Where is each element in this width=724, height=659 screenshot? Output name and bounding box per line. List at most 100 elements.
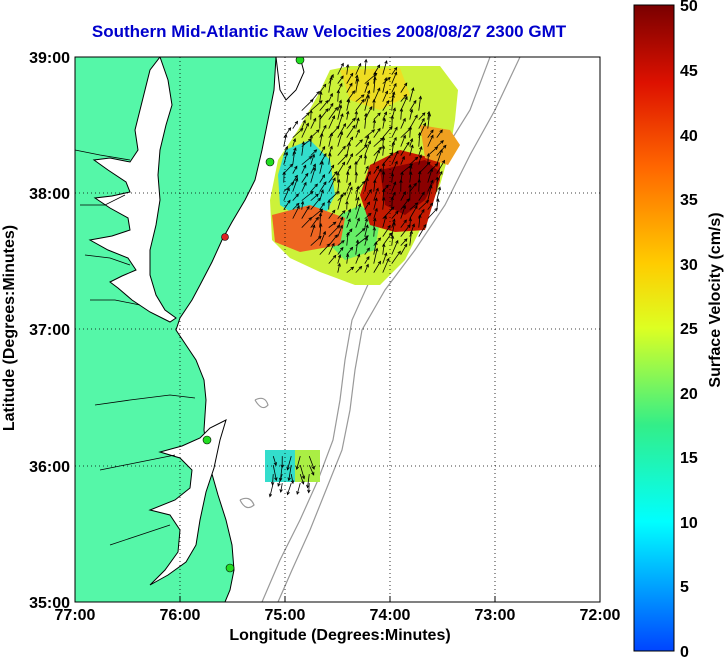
velocity-vector-head [318,212,323,217]
velocity-vector [328,107,338,120]
velocity-vector [308,455,315,470]
velocity-vector [382,244,385,255]
velocity-vector [364,256,370,264]
velocity-vector-head [312,166,317,171]
velocity-vector-head [392,221,396,226]
velocity-vector-head [409,108,414,113]
velocity-vector-head [430,129,434,134]
velocity-vector-head [394,71,398,76]
velocity-vector-head [377,112,381,117]
velocity-vector [409,109,413,120]
colorbar [633,4,675,652]
velocity-vector [418,161,431,174]
velocity-vector-head [333,170,338,175]
velocity-vector-head [316,90,320,95]
velocity-vector-head [382,117,386,122]
velocity-vector [382,111,387,120]
velocity-vector [427,135,434,147]
velocity-vector-head [365,224,369,229]
velocity-vector [310,100,323,111]
velocity-vector-head [361,98,365,103]
velocity-vector-head [330,74,334,78]
velocity-vector-head [374,197,378,202]
velocity-vector [319,146,326,156]
velocity-vector [355,111,357,120]
velocity-vector [301,120,306,129]
velocity-vector-head [318,100,323,104]
velocity-vector [283,134,287,147]
velocity-vector [373,227,375,237]
velocity-vector-head [384,60,388,64]
velocity-vector [337,247,344,255]
velocity-vector-head [294,120,299,125]
velocity-vector [400,82,408,93]
station-markers [202,57,305,573]
velocity-vector-head [334,106,338,111]
velocity-vector [328,210,336,219]
velocity-vector [310,197,321,210]
velocity-vector [418,112,426,120]
velocity-vector-head [365,177,369,182]
velocity-vector-head [367,89,371,94]
velocity-vector-head [437,186,442,191]
velocity-vector [364,59,367,75]
velocity-vector [283,200,291,210]
velocity-vector-head [303,181,307,186]
velocity-vector [292,138,296,147]
velocity-vector [418,146,422,156]
velocity-vector-head [366,201,371,206]
velocity-vector-head [393,181,397,186]
velocity-vector [355,75,358,84]
velocity-vector-head [403,238,408,242]
velocity-vector [292,166,298,174]
velocity-vector-head [390,206,395,211]
velocity-vector-head [397,250,401,255]
velocity-vector [382,152,393,165]
velocity-vector-head [337,254,342,259]
velocity-vector-head [301,141,305,145]
velocity-vector-head [350,266,355,271]
velocity-vector [427,168,433,183]
velocity-vector [319,202,325,210]
colorbar-tick-label: 15 [680,450,698,467]
velocity-vector [310,118,317,129]
velocity-vector-head [301,475,306,480]
velocity-vector [301,141,305,156]
velocity-vector [290,474,294,484]
velocity-vector-head [423,223,427,228]
velocity-vector-head [318,113,322,118]
delaware-bay [275,57,305,101]
velocity-vector-head [354,160,358,165]
velocity-vector-head [393,66,398,71]
velocity-vector [409,126,411,138]
y-tick-label: 37:00 [29,322,70,339]
velocity-vector-head [365,165,369,170]
velocity-vector-head [421,208,425,213]
velocity-vector-head [340,113,344,118]
velocity-vector-head [361,180,366,185]
velocity-vector-head [348,181,352,186]
velocity-vector [382,206,395,219]
velocity-vector [400,205,406,219]
velocity-vector-head [356,117,360,122]
velocity-vector-head [364,236,368,241]
velocity-vector-head [368,188,372,193]
velocity-vector [355,197,359,210]
velocity-vector-head [342,122,346,127]
velocity-vector [337,210,346,219]
velocity-vector [337,240,345,246]
velocity-vector [355,235,369,246]
velocity-vector [292,203,300,210]
velocity-vector [427,113,431,129]
velocity-vector [328,93,333,102]
velocity-vector [373,208,378,219]
velocity-vector [436,199,439,210]
velocity-vector [373,77,376,93]
velocity-vector-head [373,76,377,81]
velocity-vector [391,67,398,75]
velocity-vector [364,264,369,273]
velocity-vector-head [375,187,379,192]
velocity-vector-head [374,241,378,245]
velocity-vector [364,213,372,219]
grid-lines [75,57,600,602]
